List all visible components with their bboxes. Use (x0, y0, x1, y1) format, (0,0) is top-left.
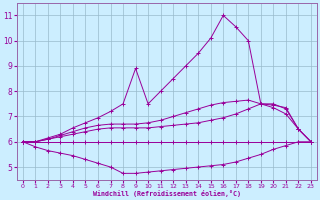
X-axis label: Windchill (Refroidissement éolien,°C): Windchill (Refroidissement éolien,°C) (93, 190, 241, 197)
